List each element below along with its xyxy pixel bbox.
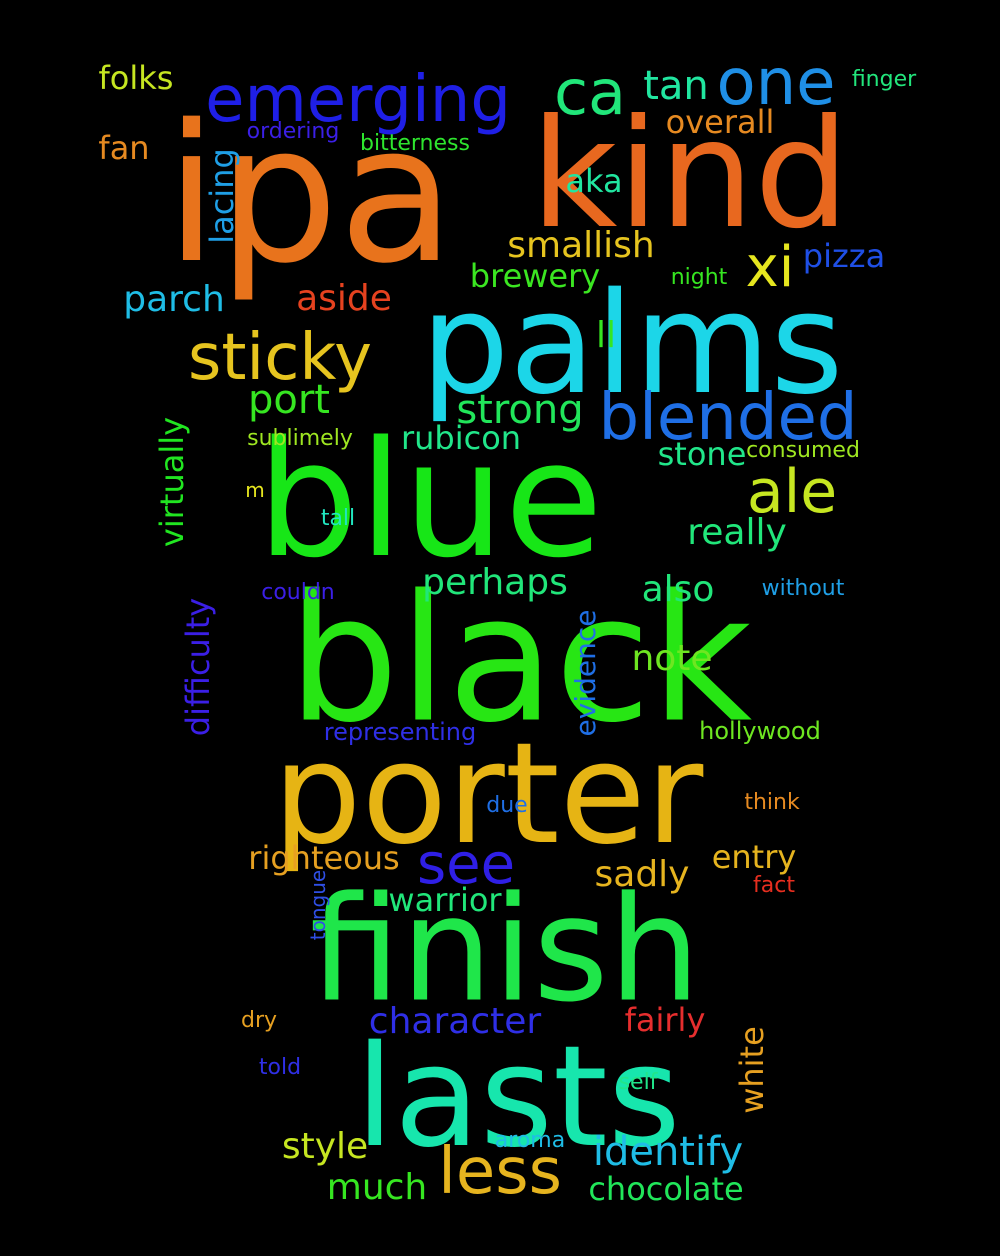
- word-less: less: [438, 1135, 562, 1209]
- word-ordering: ordering: [246, 119, 340, 144]
- word-stone: stone: [657, 435, 747, 473]
- word-lacing: lacing: [203, 148, 241, 244]
- word-character: character: [368, 1001, 542, 1042]
- word-ipa: ipa: [165, 84, 455, 305]
- word-also: also: [641, 569, 715, 610]
- word-smallish: smallish: [507, 225, 655, 266]
- word-palms: palms: [420, 263, 844, 426]
- word-parch: parch: [123, 279, 225, 320]
- word-consumed: consumed: [746, 438, 860, 463]
- word-porter: porter: [272, 713, 704, 876]
- word-kind: kind: [530, 88, 850, 262]
- word-finger: finger: [851, 67, 917, 92]
- word-tall: tall: [320, 506, 356, 531]
- word-entry: entry: [711, 838, 797, 876]
- word-sticky: sticky: [187, 321, 373, 395]
- word-self: self: [618, 1070, 658, 1095]
- word-note: note: [631, 638, 713, 679]
- word-black: black: [287, 558, 753, 762]
- word-fairly: fairly: [624, 1001, 706, 1039]
- word-tan: tan: [643, 63, 709, 109]
- word-emerging: emerging: [205, 63, 511, 137]
- word-ll: ll: [595, 315, 617, 356]
- word-difficulty: difficulty: [179, 597, 217, 737]
- word-blended: blended: [598, 381, 858, 455]
- word-ca: ca: [553, 56, 627, 129]
- word-blue: blue: [257, 406, 603, 593]
- word-finish: finish: [309, 865, 701, 1035]
- word-think: think: [744, 790, 800, 815]
- word-couldn: couldn: [261, 580, 335, 605]
- word-hollywood: hollywood: [699, 717, 821, 745]
- word-representing: representing: [323, 718, 477, 746]
- word-perhaps: perhaps: [422, 562, 568, 603]
- word-told: told: [258, 1055, 302, 1080]
- word-one: one: [716, 46, 836, 120]
- word-style: style: [281, 1126, 369, 1167]
- word-lasts: lasts: [355, 1016, 681, 1179]
- word-xi: xi: [745, 235, 795, 300]
- word-sublimely: sublimely: [247, 426, 353, 451]
- word-evidence: evidence: [569, 609, 602, 737]
- word-due: due: [486, 793, 528, 818]
- word-bitterness: bitterness: [360, 131, 470, 156]
- word-identify: identify: [592, 1129, 744, 1175]
- word-without: without: [761, 576, 845, 601]
- word-port: port: [248, 377, 330, 423]
- word-much: much: [326, 1167, 428, 1208]
- word-righteous: righteous: [248, 839, 400, 877]
- word-sadly: sadly: [594, 854, 690, 895]
- word-dry: dry: [240, 1008, 278, 1033]
- word-white: white: [733, 1026, 771, 1114]
- word-brewery: brewery: [469, 257, 601, 295]
- word-aroma: aroma: [494, 1128, 566, 1153]
- word-ale: ale: [746, 457, 838, 527]
- word-see: see: [416, 832, 516, 897]
- word-strong: strong: [456, 387, 584, 433]
- word-tongue: tongue: [306, 869, 330, 941]
- word-fact: fact: [753, 873, 795, 898]
- word-rubicon: rubicon: [400, 419, 522, 457]
- word-chocolate: chocolate: [588, 1170, 744, 1208]
- word-fan: fan: [98, 129, 150, 167]
- word-m: m: [245, 478, 265, 502]
- word-really: really: [687, 512, 787, 553]
- word-aside: aside: [296, 278, 392, 319]
- word-virtually: virtually: [153, 416, 191, 548]
- word-night: night: [670, 265, 728, 290]
- word-overall: overall: [665, 103, 775, 141]
- word-warrior: warrior: [388, 881, 502, 919]
- word-folks: folks: [98, 59, 174, 97]
- word-aka: aka: [565, 162, 623, 200]
- word-pizza: pizza: [802, 237, 886, 275]
